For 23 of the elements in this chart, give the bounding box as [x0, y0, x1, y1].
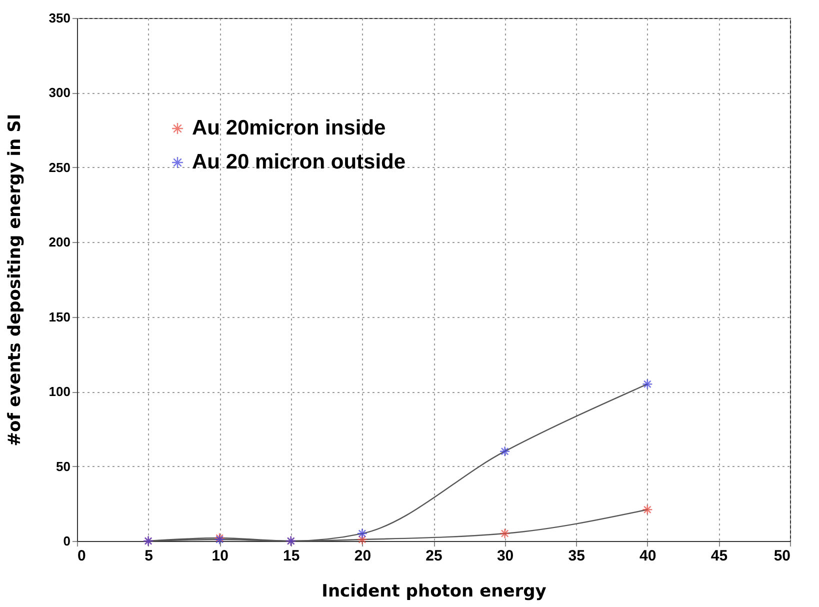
x-axis-title: Incident photon energy	[322, 582, 546, 602]
x-tick-label: 50	[774, 548, 790, 564]
y-axis-title: #of events depositing energy in SI	[4, 114, 25, 446]
x-tick-label: 10	[212, 548, 228, 564]
x-tick-label: 0	[78, 548, 86, 564]
y-tick-label: 200	[48, 234, 70, 250]
x-tick-label: 15	[283, 548, 300, 564]
legend-label: Au 20 micron outside	[192, 150, 406, 174]
x-tick-label: 45	[710, 548, 728, 564]
x-tick-label: 5	[144, 548, 153, 564]
x-tick-label: 20	[354, 548, 372, 564]
x-tick-label: 35	[568, 548, 585, 564]
y-tick-label: 100	[48, 384, 70, 400]
y-tick-label: 50	[56, 458, 70, 474]
y-tick-label: 0	[63, 534, 70, 548]
legend-label: Au 20micron inside	[192, 116, 386, 140]
y-tick-label: 300	[48, 85, 70, 100]
x-tick-label: 30	[496, 548, 514, 564]
y-tick-label: 250	[48, 160, 70, 175]
x-tick-label: 40	[640, 548, 656, 564]
y-tick-label: 150	[48, 309, 70, 324]
x-tick-label: 25	[426, 548, 442, 564]
y-tick-label: 350	[48, 10, 70, 26]
